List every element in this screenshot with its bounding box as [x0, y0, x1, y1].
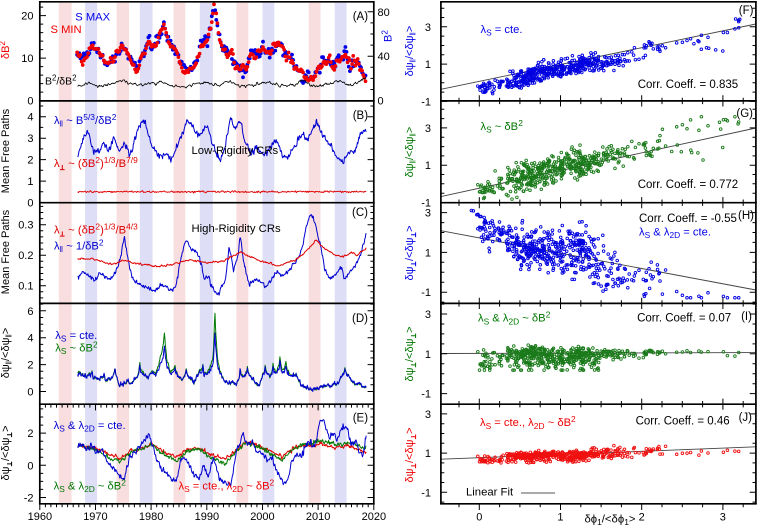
- svg-text:δψ‖/<δψ‖>: δψ‖/<δψ‖>: [0, 328, 14, 379]
- svg-text:Corr. Coeff. = 0.46: Corr. Coeff. = 0.46: [636, 416, 730, 428]
- svg-text:-1: -1: [421, 487, 431, 499]
- svg-text:λS = cte.: λS = cte.: [55, 330, 97, 344]
- svg-text:λS & λ2D ~ δB2: λS & λ2D ~ δB2: [478, 310, 551, 327]
- svg-text:0: 0: [27, 460, 33, 472]
- svg-text:-1: -1: [421, 389, 431, 401]
- svg-text:S MAX: S MAX: [75, 12, 110, 24]
- svg-text:Mean Free Paths: Mean Free Paths: [0, 108, 12, 193]
- svg-text:20: 20: [21, 11, 33, 23]
- svg-text:1: 1: [27, 176, 33, 188]
- svg-text:λS = cte., λ2D ~ δB2: λS = cte., λ2D ~ δB2: [179, 478, 275, 495]
- svg-text:10: 10: [21, 53, 33, 65]
- svg-text:1990: 1990: [195, 511, 219, 523]
- svg-text:(C): (C): [352, 207, 368, 219]
- svg-text:(B): (B): [353, 110, 369, 122]
- svg-text:2: 2: [27, 428, 33, 440]
- svg-text:3: 3: [27, 133, 33, 145]
- svg-text:3: 3: [425, 208, 431, 220]
- svg-text:-2: -2: [24, 493, 34, 505]
- svg-text:2000: 2000: [250, 511, 274, 523]
- svg-text:0: 0: [27, 198, 33, 210]
- svg-text:3: 3: [425, 309, 431, 321]
- svg-text:6: 6: [27, 306, 33, 318]
- svg-text:δψ/<δψ>: δψ/<δψ>: [404, 326, 416, 381]
- svg-text:0: 0: [27, 387, 33, 399]
- svg-text:1: 1: [425, 448, 431, 460]
- svg-text:δψ‖/<δψ‖>: δψ‖/<δψ‖>: [404, 26, 418, 77]
- svg-text:4: 4: [27, 112, 33, 124]
- svg-text:1: 1: [425, 160, 431, 172]
- svg-text:λS ~ δB2: λS ~ δB2: [55, 340, 98, 357]
- svg-text:1: 1: [425, 59, 431, 71]
- svg-text:Corr. Coeff. = 0.772: Corr. Coeff. = 0.772: [638, 179, 738, 191]
- svg-text:2: 2: [639, 512, 645, 524]
- svg-text:3: 3: [720, 512, 726, 524]
- svg-text:Linear Fit: Linear Fit: [466, 487, 514, 499]
- svg-text:3: 3: [425, 123, 431, 135]
- svg-text:-1: -1: [421, 198, 431, 210]
- svg-text:λ ~ (δB2)1/3/B7/9: λ ~ (δB2)1/3/B7/9: [54, 155, 138, 170]
- svg-text:(A): (A): [353, 11, 369, 23]
- svg-text:1: 1: [557, 512, 563, 524]
- svg-text:λS = cte., λ2D ~ δB2: λS = cte., λ2D ~ δB2: [480, 414, 576, 431]
- svg-text:B2/δB2: B2/δB2: [45, 74, 76, 88]
- svg-text:1: 1: [425, 247, 431, 259]
- svg-text:λS & λ2D = cte.: λS & λ2D = cte.: [54, 420, 126, 434]
- svg-text:λS ~ δB2: λS ~ δB2: [481, 118, 524, 135]
- svg-text:(H): (H): [738, 210, 754, 222]
- svg-text:Mean Free Paths: Mean Free Paths: [0, 209, 12, 294]
- svg-text:2: 2: [27, 155, 33, 167]
- svg-text:λ ~ (δB2)1/3/B4/3: λ ~ (δB2)1/3/B4/3: [54, 222, 138, 237]
- svg-text:δϕ1/<δϕ1>: δϕ1/<δϕ1>: [585, 514, 636, 528]
- svg-text:B2: B2: [381, 30, 395, 42]
- svg-text:S MIN: S MIN: [51, 24, 82, 36]
- svg-text:4: 4: [27, 333, 33, 345]
- svg-text:3: 3: [425, 409, 431, 421]
- svg-text:Corr. Coeff. = 0.835: Corr. Coeff. = 0.835: [638, 79, 738, 91]
- svg-text:1960: 1960: [28, 511, 52, 523]
- svg-text:0.1: 0.1: [18, 281, 33, 293]
- svg-text:80: 80: [378, 7, 390, 19]
- svg-text:1970: 1970: [83, 511, 107, 523]
- svg-text:(J): (J): [739, 412, 753, 424]
- svg-text:2020: 2020: [362, 511, 386, 523]
- svg-text:δψ/<δψ>: δψ/<δψ>: [404, 427, 416, 482]
- svg-text:1: 1: [425, 349, 431, 361]
- svg-text:(G): (G): [736, 108, 753, 120]
- svg-text:λS & λ2D ~ δB2: λS & λ2D ~ δB2: [54, 478, 127, 495]
- svg-text:0: 0: [476, 512, 482, 524]
- svg-text:3: 3: [425, 22, 431, 34]
- svg-text:0.3: 0.3: [18, 220, 33, 232]
- svg-text:-1: -1: [421, 96, 431, 108]
- svg-text:(E): (E): [353, 413, 369, 425]
- svg-text:λ‖ ~ B5/3/δB2: λ‖ ~ B5/3/δB2: [54, 112, 117, 129]
- svg-text:-1: -1: [421, 287, 431, 299]
- svg-text:2: 2: [27, 360, 33, 372]
- svg-text:0: 0: [27, 96, 33, 108]
- svg-text:(D): (D): [352, 313, 368, 325]
- svg-text:2010: 2010: [306, 511, 330, 523]
- svg-text:λS = cte.: λS = cte.: [481, 24, 523, 38]
- svg-text:λ‖ ~ 1/δB2: λ‖ ~ 1/δB2: [54, 238, 104, 255]
- svg-text:High-Rigidity CRs: High-Rigidity CRs: [192, 223, 281, 235]
- svg-text:40: 40: [378, 51, 390, 63]
- svg-text:δψ‖/<δψ‖>: δψ‖/<δψ‖>: [404, 127, 418, 178]
- svg-text:Corr. Coeff. = -0.55: Corr. Coeff. = -0.55: [639, 213, 737, 225]
- svg-text:Corr. Coeff. = 0.07: Corr. Coeff. = 0.07: [637, 313, 731, 325]
- svg-text:(F): (F): [739, 5, 754, 17]
- svg-text:Low-Rigidity CRs: Low-Rigidity CRs: [192, 145, 279, 157]
- svg-text:δψ/<δψ>: δψ/<δψ>: [0, 425, 12, 480]
- svg-text:1980: 1980: [139, 511, 163, 523]
- svg-text:(I): (I): [741, 311, 752, 323]
- svg-text:0: 0: [378, 96, 384, 108]
- svg-text:λS & λ2D = cte.: λS & λ2D = cte.: [639, 227, 711, 241]
- svg-text:δB2: δB2: [0, 41, 12, 59]
- svg-text:0.2: 0.2: [18, 250, 33, 262]
- svg-text:δψ/<δψ>: δψ/<δψ>: [404, 225, 416, 280]
